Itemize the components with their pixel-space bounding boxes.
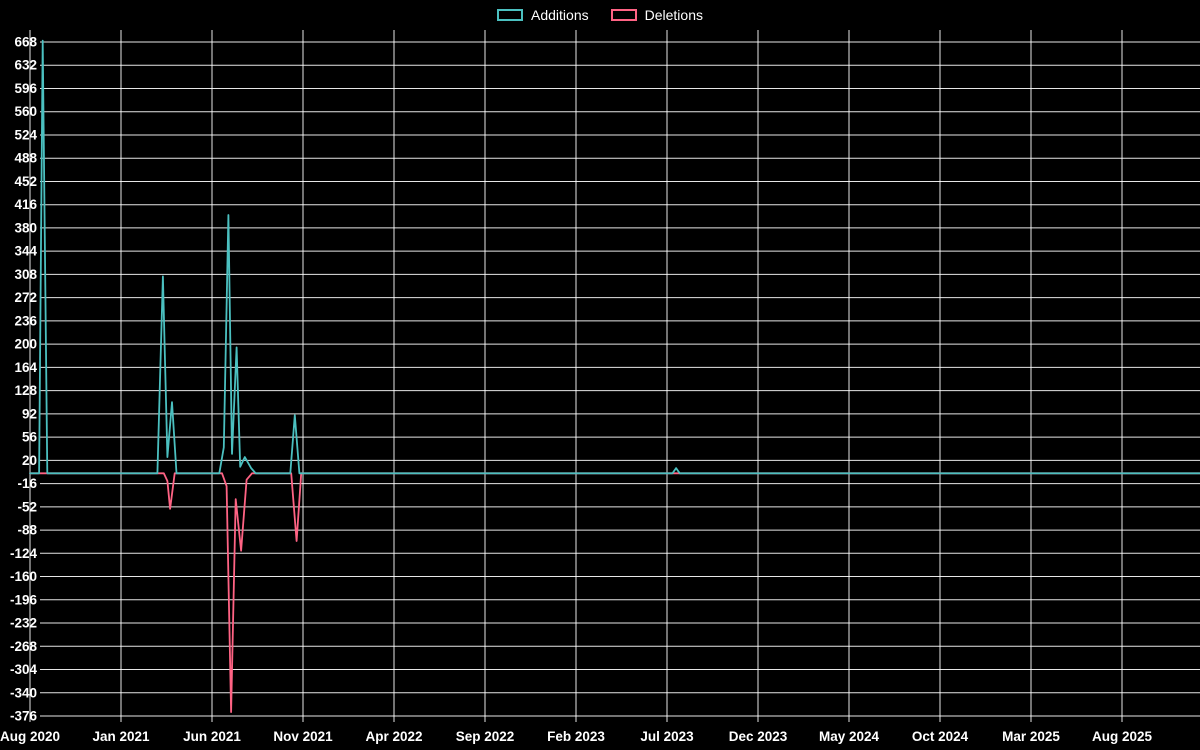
x-tick-label: Sep 2022 xyxy=(456,729,515,744)
y-tick-label: 308 xyxy=(14,267,37,282)
x-tick-label: Aug 2020 xyxy=(0,729,60,744)
y-tick-label: 416 xyxy=(14,197,37,212)
deletions-swatch-icon xyxy=(610,9,637,21)
x-tick-label: Feb 2023 xyxy=(547,729,605,744)
y-tick-label: -124 xyxy=(10,546,38,561)
y-tick-label: 524 xyxy=(14,127,37,142)
y-tick-label: 380 xyxy=(14,220,37,235)
y-tick-label: -304 xyxy=(10,662,38,677)
x-tick-label: Apr 2022 xyxy=(365,729,422,744)
y-tick-label: 272 xyxy=(14,290,37,305)
y-tick-label: -160 xyxy=(10,569,37,584)
x-tick-label: Dec 2023 xyxy=(729,729,788,744)
series-line-deletions xyxy=(29,472,1200,713)
y-tick-label: -88 xyxy=(17,523,37,538)
y-tick-label: 632 xyxy=(14,58,37,73)
y-tick-label: 344 xyxy=(14,244,37,259)
y-tick-label: 596 xyxy=(14,81,37,96)
legend-label-additions: Additions xyxy=(531,7,589,23)
series-line-additions xyxy=(29,39,1200,475)
y-tick-label: 200 xyxy=(14,337,37,352)
x-tick-label: Jan 2021 xyxy=(92,729,150,744)
x-tick-label: Oct 2024 xyxy=(912,729,969,744)
y-tick-label: 560 xyxy=(14,104,37,119)
additions-swatch-icon xyxy=(497,9,524,21)
y-tick-label: 92 xyxy=(22,406,37,421)
chart-legend: Additions Deletions xyxy=(0,8,1200,22)
y-tick-label: 164 xyxy=(14,360,37,375)
y-tick-label: -376 xyxy=(10,709,38,724)
y-tick-label: 452 xyxy=(14,174,37,189)
y-tick-label: -52 xyxy=(17,499,37,514)
legend-item-additions[interactable]: Additions xyxy=(497,8,589,22)
x-tick-label: Jul 2023 xyxy=(640,729,694,744)
y-tick-label: 128 xyxy=(14,383,37,398)
y-tick-label: -340 xyxy=(10,685,37,700)
y-tick-label: -196 xyxy=(10,592,38,607)
x-tick-label: Jun 2021 xyxy=(183,729,241,744)
y-tick-label: 668 xyxy=(14,35,37,50)
legend-item-deletions[interactable]: Deletions xyxy=(610,7,703,23)
x-tick-label: May 2024 xyxy=(819,729,880,744)
legend-label-deletions: Deletions xyxy=(644,7,703,23)
x-tick-label: Nov 2021 xyxy=(273,729,333,744)
y-tick-label: 20 xyxy=(22,453,37,468)
y-tick-label: -268 xyxy=(10,639,38,654)
x-tick-label: Aug 2025 xyxy=(1092,729,1153,744)
y-tick-label: -232 xyxy=(10,616,37,631)
x-tick-label: Mar 2025 xyxy=(1002,729,1060,744)
y-tick-label: 488 xyxy=(14,151,37,166)
y-tick-label: -16 xyxy=(17,476,37,491)
y-tick-label: 236 xyxy=(14,313,37,328)
